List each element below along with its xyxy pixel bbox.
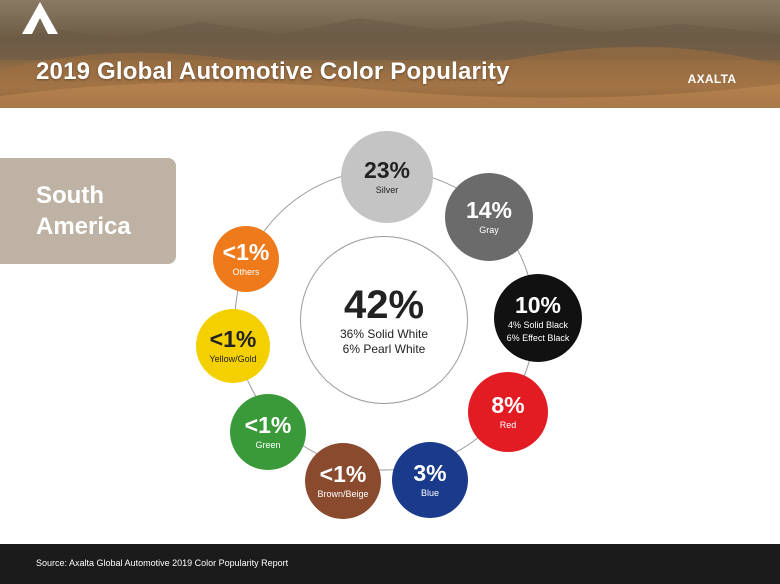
footer-bar xyxy=(0,544,780,584)
bubble-value: 10% xyxy=(514,291,562,318)
bubble-label: Gray xyxy=(479,225,499,235)
bubble-value: <1% xyxy=(209,326,257,352)
color-bubble-4: 8% Red xyxy=(468,372,548,452)
region-badge xyxy=(0,158,176,264)
header-banner: 2019 Global Automotive Color Popularity … xyxy=(0,0,780,108)
axalta-a-logo-icon xyxy=(22,2,58,34)
color-bubble-5: 3% Blue xyxy=(392,442,468,518)
bubble-label: Red xyxy=(499,420,517,430)
color-bubble-2: 14% Gray xyxy=(445,173,533,261)
bubble-value: 23% xyxy=(363,157,411,183)
center-detail-1: 36% Solid White xyxy=(339,327,429,341)
bubble-label: Brown/Beige xyxy=(317,489,369,499)
center-value: 42% xyxy=(343,283,425,327)
color-bubble-7: <1% Green xyxy=(230,394,306,470)
desert-dunes-background xyxy=(0,18,780,108)
brand-logo-text: AXALTA xyxy=(687,72,737,86)
center-bubble-white: 42% 36% Solid White 6% Pearl White xyxy=(300,236,468,404)
bubble-label: Yellow/Gold xyxy=(209,354,257,364)
bubble-label: 6% Effect Black xyxy=(506,332,570,343)
bubble-label: Others xyxy=(232,267,260,277)
bubble-value: <1% xyxy=(319,461,367,487)
bubble-label: Silver xyxy=(375,185,399,195)
bubble-value: 14% xyxy=(465,197,513,223)
bubble-label: Blue xyxy=(420,488,439,498)
color-bubble-6: <1% Brown/Beige xyxy=(305,443,381,519)
region-line-1: South xyxy=(36,182,104,209)
source-note: Source: Axalta Global Automotive 2019 Co… xyxy=(36,558,289,568)
page-title: 2019 Global Automotive Color Popularity xyxy=(36,58,510,85)
region-line-2: America xyxy=(36,213,131,240)
bubble-value: 8% xyxy=(491,392,525,418)
bubble-label: Green xyxy=(255,440,281,450)
color-bubble-8: <1% Yellow/Gold xyxy=(196,309,270,383)
region-label: South America xyxy=(36,180,166,242)
bubble-label: 4% Solid Black xyxy=(507,319,569,330)
color-bubble-9: <1% Others xyxy=(213,226,279,292)
bubble-value: <1% xyxy=(222,239,270,265)
center-detail-2: 6% Pearl White xyxy=(342,342,426,356)
bubble-value: <1% xyxy=(244,412,292,438)
color-bubble-3: 10% 4% Solid Black 6% Effect Black xyxy=(494,274,582,362)
color-bubble-1: 23% Silver xyxy=(341,131,433,223)
bubble-value: 3% xyxy=(413,460,447,486)
